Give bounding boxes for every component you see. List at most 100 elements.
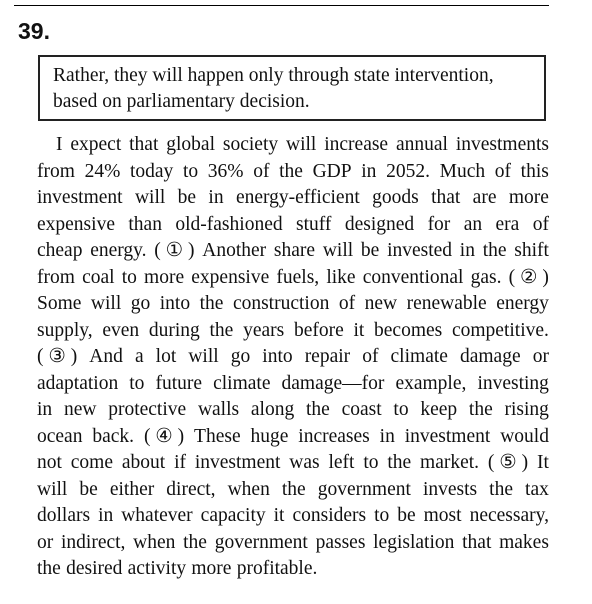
passage-word: go (130, 293, 151, 314)
passage-word: like (326, 266, 356, 288)
passage-line: supply, even during the years before it becomes… (37, 318, 549, 345)
passage-word: expensive (191, 266, 270, 288)
passage-word: necessary, (469, 505, 549, 526)
passage-word: was (289, 452, 320, 473)
passage-word: that (129, 134, 159, 155)
passage-word: not (37, 452, 62, 473)
passage-line: not come about if investment was left to the mark… (37, 450, 549, 477)
passage-word: years (243, 319, 285, 341)
passage-word: And (89, 346, 123, 367)
passage-word: passes (315, 531, 366, 553)
passage-line: or indirect, when the government passes legisl… (37, 530, 549, 557)
passage-word: government (214, 531, 308, 553)
passage-word: the (209, 319, 234, 341)
passage-word: will (37, 478, 68, 500)
passage-word: that (462, 531, 492, 553)
blank-marker: ( ④ ) (143, 425, 185, 447)
passage-word: when (227, 478, 270, 500)
passage-word: annual (395, 134, 448, 155)
passage-word: it (353, 319, 365, 341)
passage-word: of (362, 346, 379, 367)
passage-word: either (109, 478, 155, 500)
passage-word: huge (250, 425, 289, 447)
passage-word: will (322, 240, 354, 261)
blank-marker: ( ① ) (154, 240, 195, 261)
passage-word: most (423, 505, 462, 526)
passage-word: will (90, 293, 122, 314)
passage-word: global (166, 134, 216, 155)
passage-word: the (482, 240, 507, 261)
passage-word: for (427, 213, 451, 235)
passage-word: makes (499, 531, 549, 553)
passage-word: in (98, 505, 114, 526)
passage-word: if (174, 452, 186, 473)
passage-word: would (500, 425, 549, 447)
passage-word: energy. (90, 240, 147, 261)
passage-word: goods (372, 187, 419, 208)
blank-marker: ( ③ ) (37, 346, 78, 367)
passage-word: legislation (373, 531, 455, 553)
passage-word: this (520, 160, 549, 182)
passage-word: go (230, 346, 251, 367)
passage-word: about (121, 452, 166, 473)
passage-word: direct, (166, 478, 216, 500)
passage-line: adaptation to future climate damage—for examp… (37, 371, 549, 398)
passage-line: ocean back. ( ④ ) These huge increases in inves… (37, 424, 549, 451)
passage-word: of (338, 293, 356, 314)
passage-word: an (463, 213, 483, 235)
passage-word: investment (404, 425, 491, 447)
passage-word: society (222, 134, 279, 155)
passage-word: the (281, 478, 306, 500)
passage-word: conventional (362, 266, 464, 288)
given-sentence-line: based on parliamentary decision. (53, 91, 310, 112)
passage-word: market. (420, 452, 480, 473)
passage-word: back. (92, 425, 135, 447)
blank-marker: ( ② ) (508, 266, 549, 288)
passage-word: expect (70, 134, 122, 155)
passage-word: into (159, 293, 191, 314)
passage-word: from (37, 266, 75, 288)
passage-word: energy-efficient (235, 187, 360, 208)
passage-word: coal (82, 266, 115, 288)
passage-word: dollars (37, 505, 91, 526)
passage-word: old-fashioned (175, 213, 283, 235)
passage-word: even (102, 319, 140, 341)
passage-word: be (360, 240, 380, 261)
passage-word: come (70, 452, 114, 473)
passage-word: the (279, 160, 303, 182)
passage-word: cheap (37, 240, 83, 261)
passage-word: of (494, 160, 512, 182)
passage-word: new (364, 293, 398, 314)
given-sentence-line: Rather, they will happen only through st… (53, 65, 494, 86)
question-number: 39. (18, 18, 50, 44)
passage-word: share (273, 240, 316, 261)
passage-word: the (199, 293, 224, 314)
passage-word: example, (395, 372, 467, 394)
passage-word: today (129, 160, 174, 182)
passage-word: climate (390, 346, 448, 367)
top-divider (14, 5, 549, 6)
passage-word: or (532, 346, 549, 367)
passage-word: in (379, 425, 395, 447)
passage-word: 2052. (386, 160, 430, 182)
passage-line: will be either direct, when the government inve… (37, 477, 549, 504)
passage-word: competitive. (451, 319, 549, 341)
passage-word: when (133, 531, 176, 553)
passage-word: invests (422, 478, 478, 500)
passage-word: investments (455, 134, 549, 155)
passage-word: in (208, 187, 224, 208)
passage-word: of (253, 160, 270, 182)
blank-marker: ( ⑤ ) (487, 452, 529, 473)
passage-word: will (134, 187, 166, 208)
passage-word: to (363, 452, 379, 473)
passage-line: expensive than old-fashioned stuff designed f… (37, 212, 549, 239)
passage-word: it (273, 505, 285, 526)
passage-word: ocean (37, 425, 83, 447)
passage-word: or (37, 531, 54, 553)
passage-word: in (459, 240, 475, 261)
passage-line: dollars in whatever capacity it considers to be… (37, 503, 549, 530)
passage-word: a (134, 346, 144, 367)
passage-word: rising (504, 399, 549, 420)
passage-word: increase (324, 134, 389, 155)
